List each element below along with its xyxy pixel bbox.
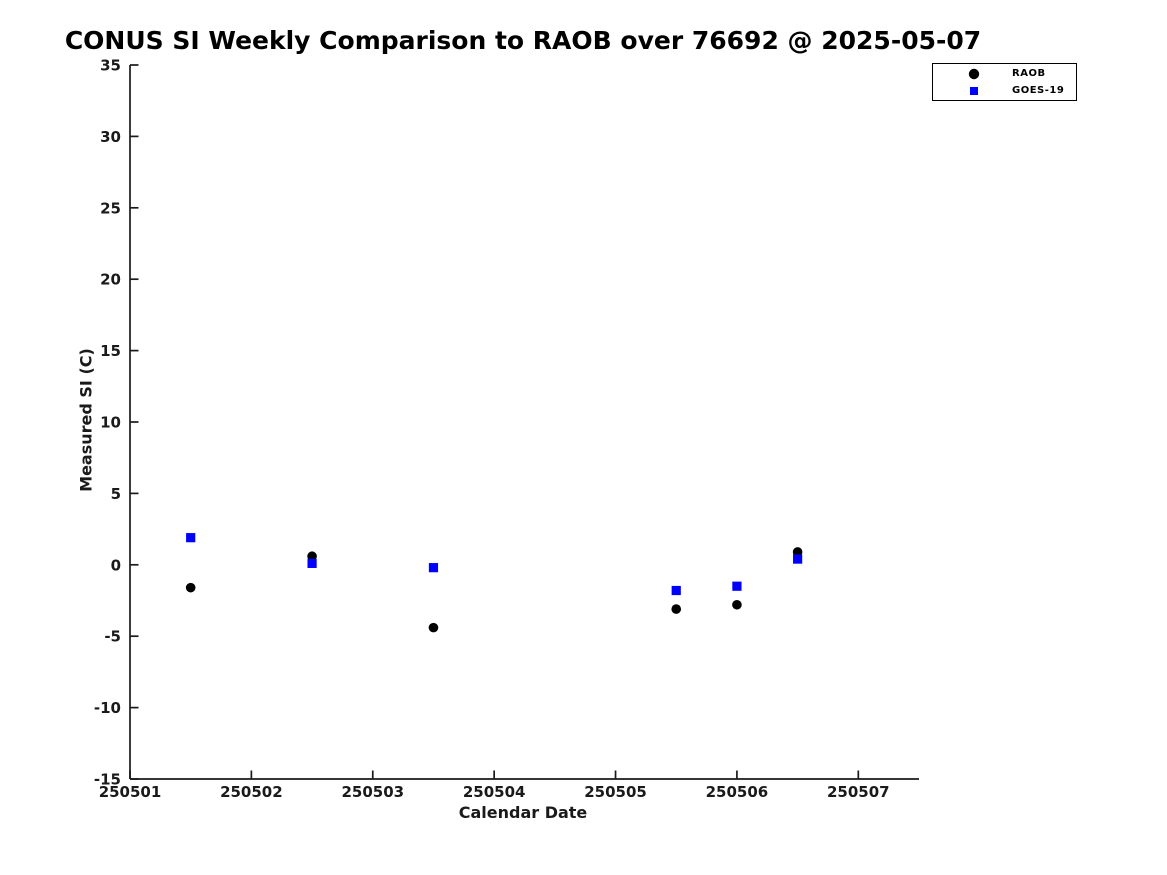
y-tick-label: 5 <box>111 485 121 503</box>
data-point-raob <box>732 599 742 610</box>
legend-label-goes19: GOES-19 <box>1012 85 1065 96</box>
y-tick-label: 30 <box>100 128 121 146</box>
y-tick-label: -5 <box>104 628 121 646</box>
data-point-goes-19 <box>307 558 317 568</box>
x-tick-label: 250507 <box>827 783 890 801</box>
legend-item-raob: RAOB <box>933 65 1076 82</box>
data-point-goes-19 <box>671 585 681 596</box>
y-tick-label: 20 <box>100 271 121 289</box>
x-tick-label: 250506 <box>706 783 769 801</box>
y-tick-label: 25 <box>100 199 121 217</box>
x-tick-label: 250505 <box>584 783 647 801</box>
y-tick-label: -10 <box>94 699 121 717</box>
y-tick-label: -15 <box>94 771 121 789</box>
x-tick-label: 250503 <box>341 783 404 801</box>
data-point-goes-19 <box>793 554 803 564</box>
x-tick-label: 250502 <box>220 783 283 801</box>
y-tick-label: 0 <box>111 556 121 574</box>
chart-title: CONUS SI Weekly Comparison to RAOB over … <box>64 26 982 55</box>
data-point-goes-19 <box>428 563 439 573</box>
x-tick-label: 250504 <box>463 783 526 801</box>
data-point-raob <box>428 622 439 633</box>
x-axis-label: Calendar Date <box>458 803 588 822</box>
data-point-goes-19 <box>186 533 196 543</box>
data-point-raob <box>792 547 803 557</box>
legend-label-raob: RAOB <box>1012 68 1046 79</box>
legend-item-goes19: GOES-19 <box>933 82 1076 99</box>
data-point-raob <box>185 582 196 593</box>
square-marker-icon <box>951 84 996 98</box>
y-tick-label: 35 <box>100 57 121 75</box>
legend: RAOB GOES-19 <box>932 63 1077 101</box>
y-tick-label: 10 <box>100 414 121 432</box>
data-point-raob <box>307 551 317 562</box>
data-point-raob <box>671 604 682 614</box>
circle-marker-icon <box>951 67 996 81</box>
x-tick-label: 250501 <box>99 783 162 801</box>
y-tick-label: 15 <box>100 342 121 360</box>
data-point-goes-19 <box>732 581 742 591</box>
